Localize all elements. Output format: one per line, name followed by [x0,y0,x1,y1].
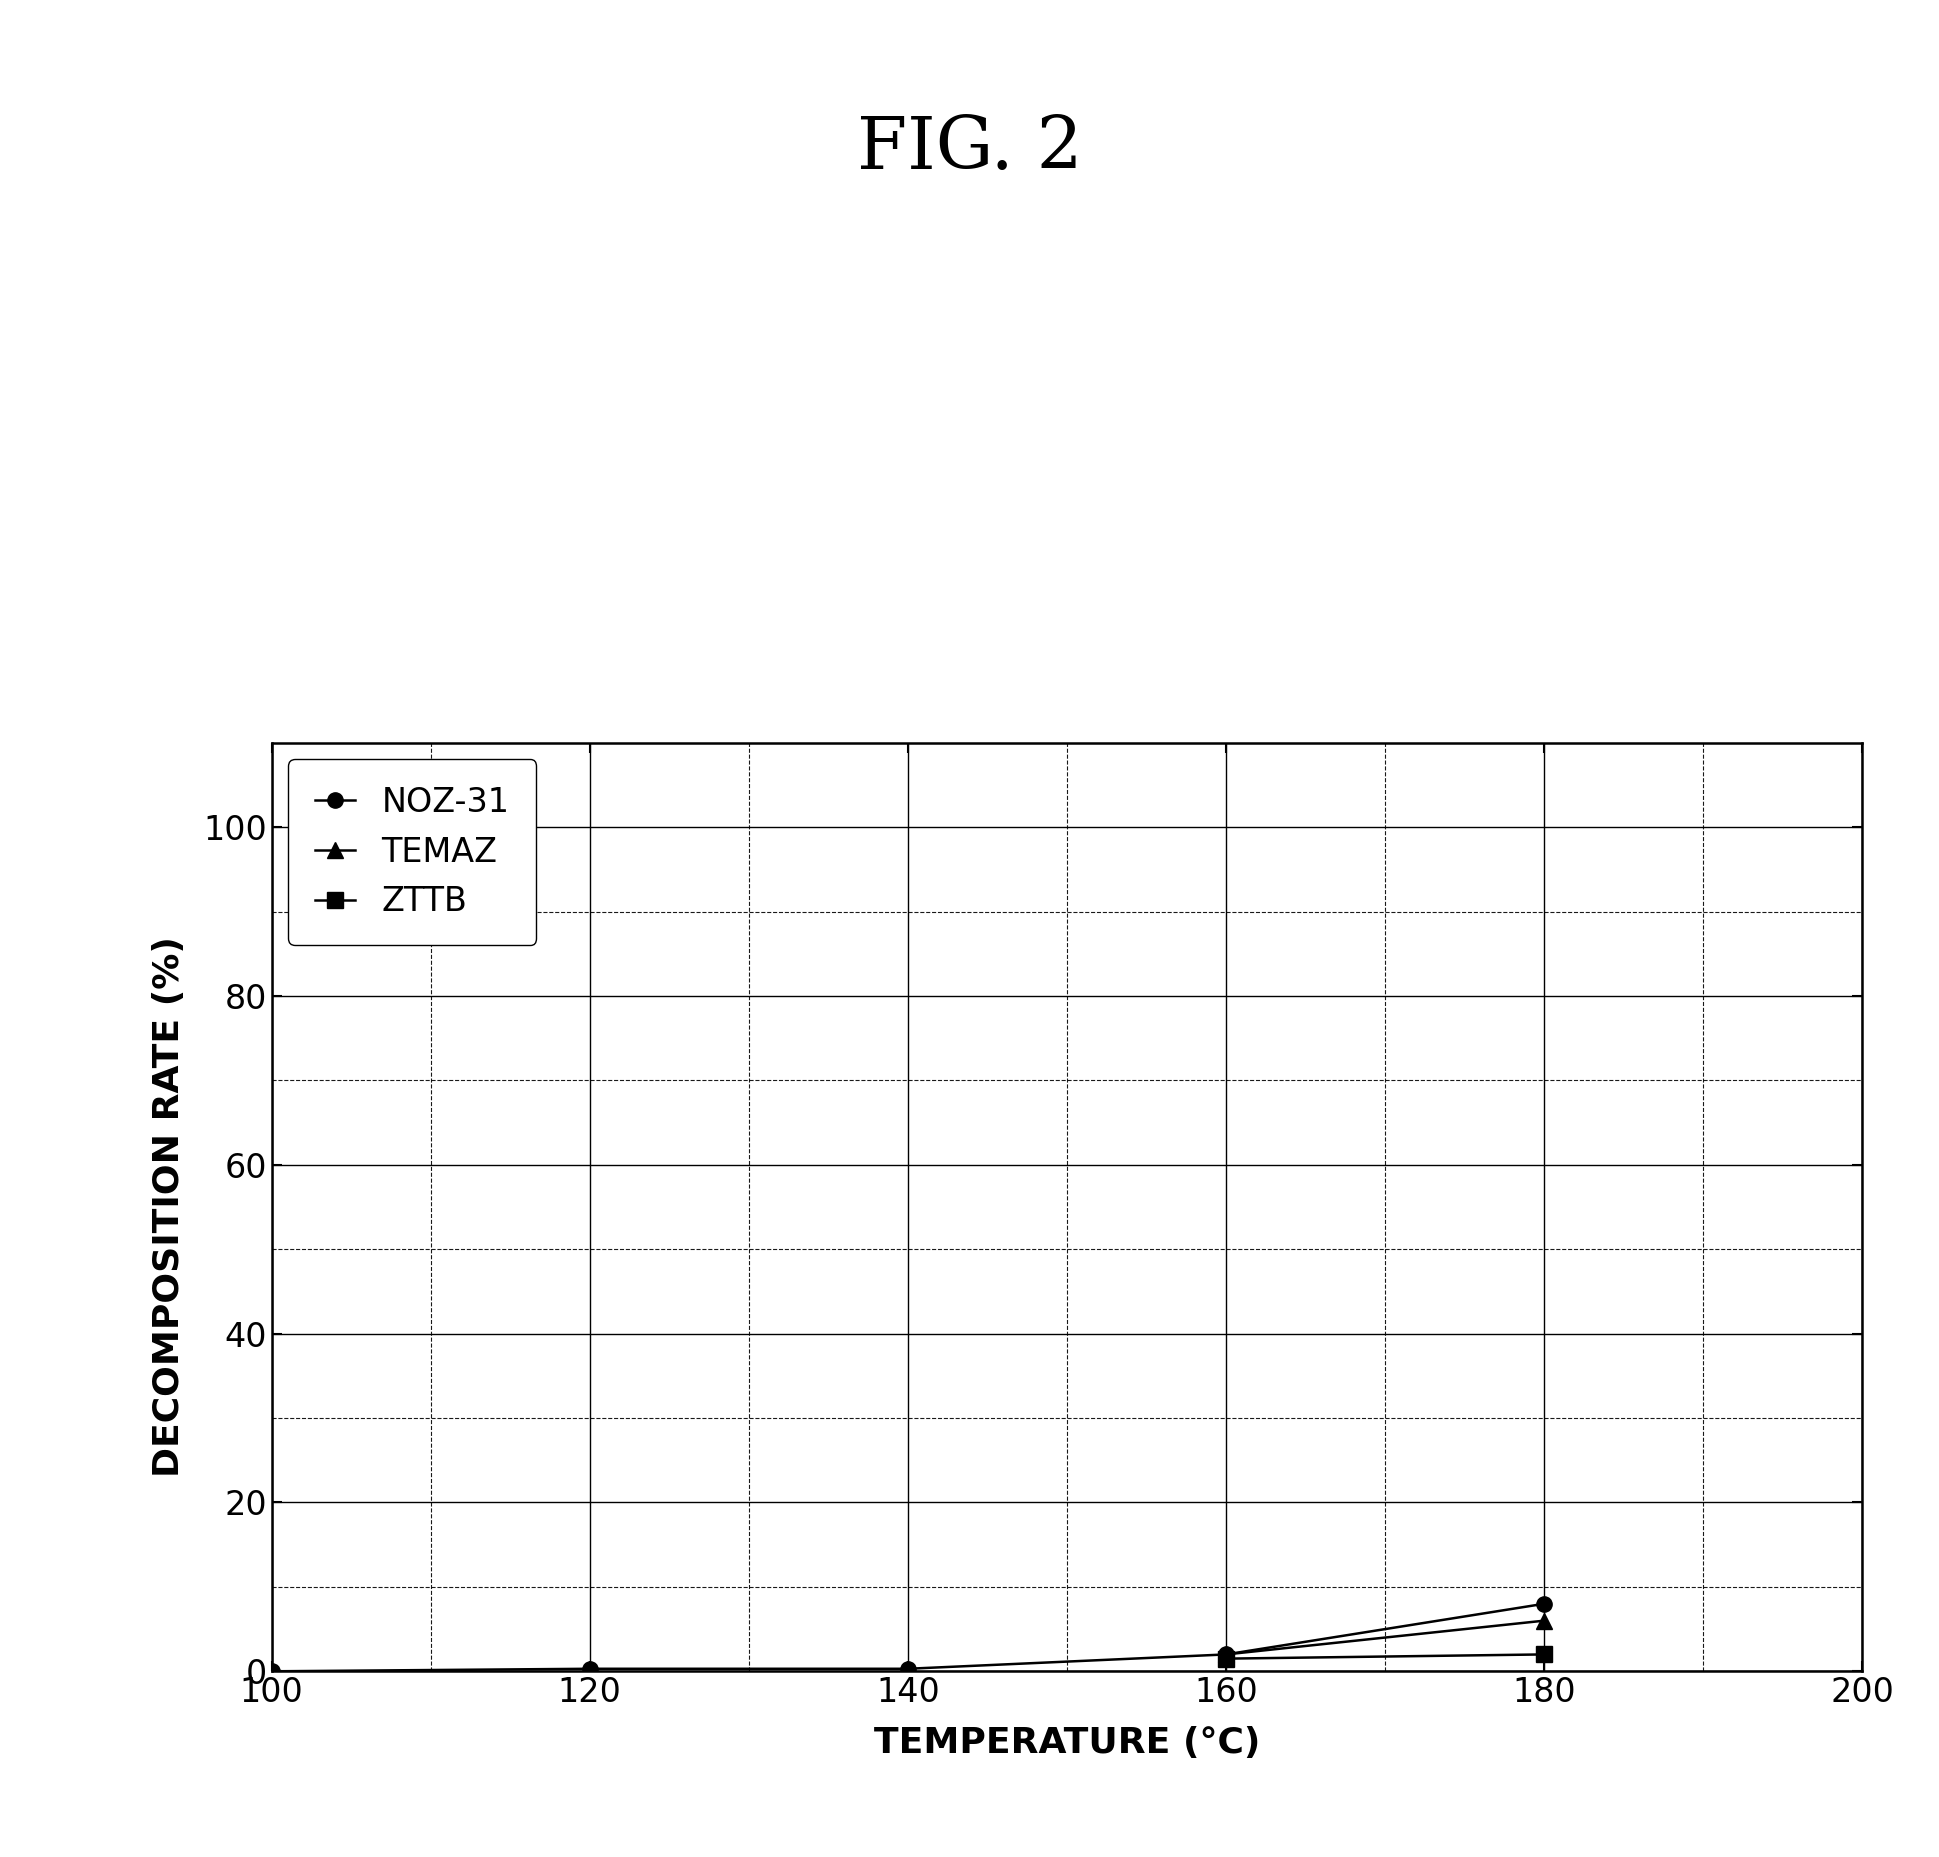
X-axis label: TEMPERATURE (°C): TEMPERATURE (°C) [873,1725,1260,1760]
Y-axis label: DECOMPOSITION RATE (%): DECOMPOSITION RATE (%) [153,936,186,1478]
Line: TEMAZ: TEMAZ [1218,1614,1551,1662]
TEMAZ [1532,1610,1555,1632]
ZTTB [1532,1643,1555,1666]
TEMAZ [1214,1643,1237,1666]
NOZ-31 [896,1658,919,1681]
ZTTB [1214,1647,1237,1669]
NOZ-31 [578,1658,601,1681]
Line: ZTTB: ZTTB [1218,1647,1551,1666]
NOZ-31 [260,1660,283,1682]
Legend: NOZ-31, TEMAZ, ZTTB: NOZ-31, TEMAZ, ZTTB [289,760,535,945]
NOZ-31 [1214,1643,1237,1666]
NOZ-31 [1532,1593,1555,1616]
Text: FIG. 2: FIG. 2 [857,113,1082,184]
Line: NOZ-31: NOZ-31 [264,1597,1551,1679]
